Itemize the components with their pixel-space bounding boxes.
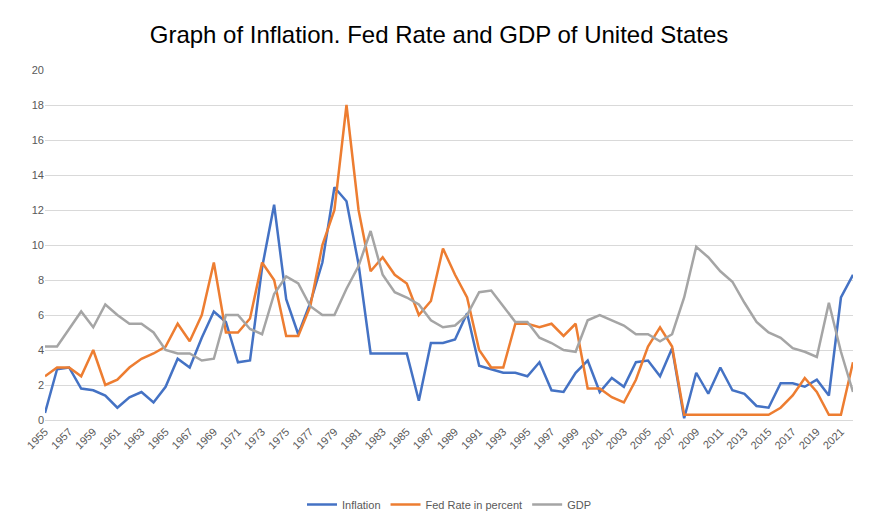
- svg-text:10: 10: [32, 239, 44, 251]
- svg-text:1991: 1991: [459, 426, 485, 452]
- svg-text:1985: 1985: [386, 426, 412, 452]
- svg-text:1967: 1967: [169, 426, 195, 452]
- svg-text:1989: 1989: [435, 426, 461, 452]
- svg-text:1969: 1969: [193, 426, 219, 452]
- svg-text:4: 4: [38, 344, 44, 356]
- svg-text:2021: 2021: [820, 426, 846, 452]
- svg-text:2019: 2019: [796, 426, 822, 452]
- svg-text:20: 20: [32, 64, 44, 76]
- svg-text:1975: 1975: [266, 426, 292, 452]
- svg-text:2007: 2007: [652, 426, 678, 452]
- svg-text:2003: 2003: [603, 426, 629, 452]
- svg-text:2013: 2013: [724, 426, 750, 452]
- svg-text:1971: 1971: [217, 426, 243, 452]
- svg-text:1979: 1979: [314, 426, 340, 452]
- svg-text:2005: 2005: [627, 426, 653, 452]
- svg-text:2011: 2011: [700, 426, 725, 451]
- svg-text:8: 8: [38, 274, 44, 286]
- svg-text:1993: 1993: [483, 426, 509, 452]
- svg-text:16: 16: [32, 134, 44, 146]
- svg-text:1961: 1961: [97, 426, 123, 452]
- svg-text:12: 12: [32, 204, 44, 216]
- svg-text:1957: 1957: [49, 426, 75, 452]
- svg-text:Graph of Inflation. Fed Rate a: Graph of Inflation. Fed Rate and GDP of …: [150, 21, 729, 48]
- svg-text:1999: 1999: [555, 426, 581, 452]
- svg-text:Fed Rate in percent: Fed Rate in percent: [426, 499, 523, 511]
- svg-text:1997: 1997: [531, 426, 557, 452]
- svg-text:GDP: GDP: [567, 499, 591, 511]
- svg-text:1955: 1955: [25, 426, 51, 452]
- svg-text:2015: 2015: [748, 426, 774, 452]
- svg-text:1981: 1981: [338, 426, 364, 452]
- svg-text:2001: 2001: [579, 426, 605, 452]
- svg-text:0: 0: [38, 414, 44, 426]
- svg-text:1987: 1987: [410, 426, 436, 452]
- svg-text:1995: 1995: [507, 426, 533, 452]
- svg-text:1959: 1959: [73, 426, 99, 452]
- svg-text:1963: 1963: [121, 426, 147, 452]
- svg-text:1965: 1965: [145, 426, 171, 452]
- svg-text:2017: 2017: [772, 426, 798, 452]
- svg-text:18: 18: [32, 99, 44, 111]
- svg-text:1977: 1977: [290, 426, 316, 452]
- svg-text:1973: 1973: [242, 426, 268, 452]
- svg-text:2009: 2009: [676, 426, 702, 452]
- svg-text:1983: 1983: [362, 426, 388, 452]
- svg-text:6: 6: [38, 309, 44, 321]
- svg-text:2: 2: [38, 379, 44, 391]
- svg-text:14: 14: [32, 169, 44, 181]
- svg-text:Inflation: Inflation: [342, 499, 381, 511]
